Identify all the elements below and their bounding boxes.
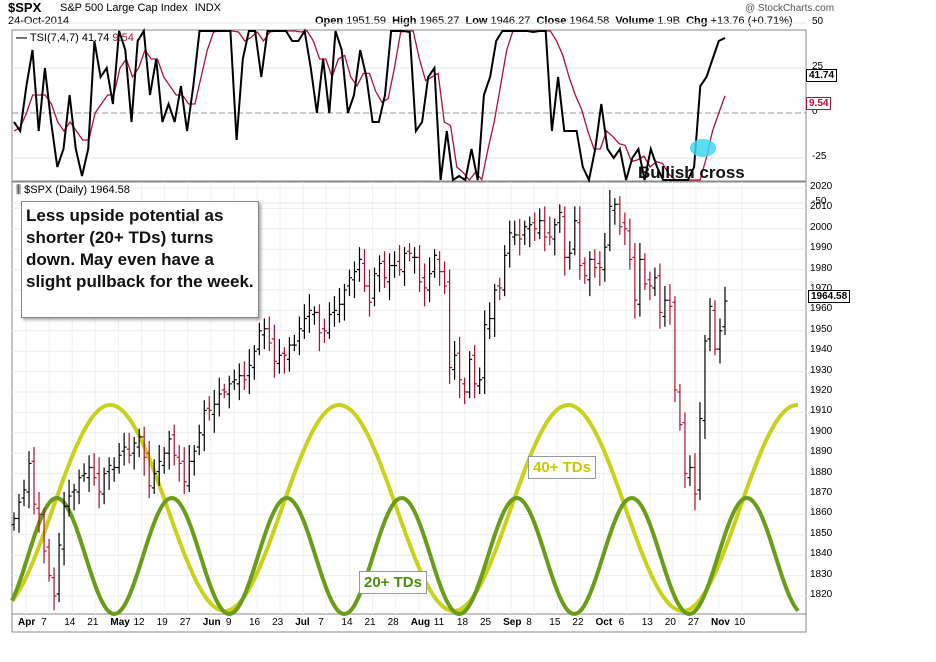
price-y-tick: 1820 xyxy=(810,589,833,600)
price-y-tick: 1840 xyxy=(810,548,833,560)
x-tick: Sep xyxy=(503,617,522,628)
x-tick: 10 xyxy=(734,617,746,628)
x-tick: 23 xyxy=(272,617,284,628)
x-tick: Jul xyxy=(295,617,310,628)
high-label: High xyxy=(392,15,417,27)
x-tick: Oct xyxy=(595,617,613,628)
x-tick: 6 xyxy=(618,617,625,628)
price-y-tick: 2020 xyxy=(810,181,833,192)
cycle-20-line xyxy=(10,495,800,617)
x-tick: 28 xyxy=(387,617,399,628)
tsi-panel-label: — TSI(7,4,7) 41.74 9.54 xyxy=(16,32,134,44)
x-tick: 25 xyxy=(480,617,492,628)
price-y-tick: 1980 xyxy=(810,262,833,274)
chg-value: +13.76 (+0.71%) xyxy=(710,15,793,27)
price-y-tick: 2010 xyxy=(810,201,833,213)
quote-line: Open 1951.59 High 1965.27 Low 1946.27 Cl… xyxy=(315,15,793,27)
tsi-label: TSI(7,4,7) xyxy=(29,32,79,44)
tsi-y-tick: 0 xyxy=(812,106,818,117)
x-tick: 7 xyxy=(41,617,47,628)
price-y-tick: 1900 xyxy=(810,425,833,437)
tsi-value: 41.74 xyxy=(81,32,110,44)
tsi-y-tick: 25 xyxy=(812,61,824,72)
price-last-value-box: 1964.58 xyxy=(808,290,851,303)
volume-label: Volume xyxy=(615,15,655,27)
price-value: 1964.58 xyxy=(90,184,130,196)
price-y-tick: 1910 xyxy=(810,405,833,417)
x-tick: Apr xyxy=(18,617,36,628)
tsi-panel-frame xyxy=(11,29,807,182)
price-y-tick: 1990 xyxy=(810,242,833,254)
bullish-cross-highlight xyxy=(690,139,716,157)
price-y-tick: 1850 xyxy=(810,527,833,539)
price-label: $SPX (Daily) xyxy=(24,184,88,196)
exchange: INDX xyxy=(194,2,221,14)
analysis-note: Less upside potential as shorter (20+ TD… xyxy=(21,201,259,318)
x-tick: May xyxy=(110,617,130,628)
symbol-subtitle: S&P 500 Large Cap Index INDX xyxy=(60,2,225,14)
x-tick: 11 xyxy=(433,617,445,628)
tsi-y-tick: -50 xyxy=(812,196,827,207)
tsi-signal-value: 9.54 xyxy=(112,32,134,44)
x-tick: 21 xyxy=(87,617,99,628)
high-value: 1965.27 xyxy=(419,15,460,27)
price-y-tick: 1920 xyxy=(810,385,833,396)
x-tick: 9 xyxy=(225,617,232,628)
x-tick: 22 xyxy=(572,617,584,628)
tsi-y-tick: 50 xyxy=(812,16,824,27)
price-y-tick: 1940 xyxy=(810,344,833,356)
x-tick: Aug xyxy=(410,617,431,628)
low-value: 1946.27 xyxy=(490,15,531,27)
x-tick: 16 xyxy=(249,617,261,628)
x-tick: Nov xyxy=(711,617,730,628)
price-y-tick: 1860 xyxy=(810,507,833,519)
open-value: 1951.59 xyxy=(346,15,386,27)
brand-logo[interactable]: @ StockCharts.com xyxy=(745,3,835,14)
x-tick: 7 xyxy=(318,617,324,628)
bullish-cross-label: Bullish cross xyxy=(638,163,745,182)
symbol-title: $SPX xyxy=(8,0,42,15)
open-label: Open xyxy=(315,15,344,27)
x-tick: 27 xyxy=(687,617,700,628)
price-panel-label: ⫼ $SPX (Daily) 1964.58 xyxy=(16,184,130,196)
x-tick: 20 xyxy=(664,617,676,628)
x-tick: 21 xyxy=(364,617,376,628)
price-y-tick: 1950 xyxy=(810,323,833,335)
price-y-tick: 1960 xyxy=(810,303,833,315)
x-tick: 14 xyxy=(341,617,353,628)
x-tick: 8 xyxy=(526,617,532,628)
price-y-tick: 1970 xyxy=(810,283,833,294)
cycle-40-label: 40+ TDs xyxy=(528,456,596,479)
x-tick: 15 xyxy=(549,617,561,628)
x-tick: 19 xyxy=(156,617,168,628)
tsi-signal-value-box: 9.54 xyxy=(806,97,832,110)
price-y-tick: 1830 xyxy=(810,568,833,580)
x-tick: 27 xyxy=(179,617,191,628)
tsi-signal-line xyxy=(13,30,726,182)
low-label: Low xyxy=(465,15,488,27)
price-y-tick: 1880 xyxy=(810,466,833,478)
index-name: S&P 500 Large Cap Index xyxy=(60,2,188,14)
close-label: Close xyxy=(536,15,567,27)
chart-date: 24-Oct-2014 xyxy=(8,15,70,27)
x-tick: 12 xyxy=(133,617,145,628)
tsi-last-value-box: 41.74 xyxy=(806,69,838,82)
x-tick: Jun xyxy=(202,617,221,628)
price-y-tick: 1930 xyxy=(810,364,833,376)
x-tick: 13 xyxy=(641,617,653,628)
x-axis-band xyxy=(11,613,807,633)
volume-value: 1.9B xyxy=(657,15,680,27)
price-y-tick: 1890 xyxy=(810,446,833,458)
price-y-tick: 1870 xyxy=(810,487,833,498)
price-y-tick: 2000 xyxy=(810,221,833,233)
x-tick: 18 xyxy=(456,617,469,628)
cycle-40-line xyxy=(10,402,799,614)
tsi-y-tick: -25 xyxy=(812,151,827,162)
close-value: 1964.58 xyxy=(569,15,610,27)
chg-label: Chg xyxy=(686,15,708,27)
x-tick: 14 xyxy=(64,617,76,628)
cycle-20-label: 20+ TDs xyxy=(359,571,427,594)
tsi-line xyxy=(13,27,726,184)
